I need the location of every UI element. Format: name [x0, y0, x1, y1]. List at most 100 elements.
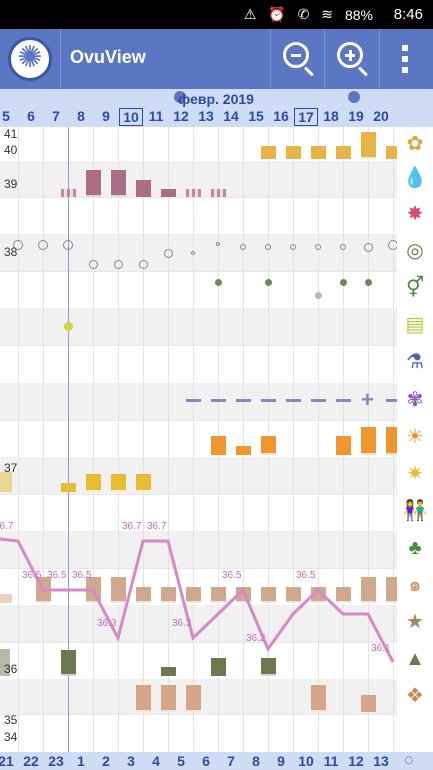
temperature-bar[interactable]	[386, 577, 397, 603]
marker-dot[interactable]	[265, 279, 272, 286]
flow-dash[interactable]	[386, 399, 397, 402]
temperature-bar[interactable]	[186, 587, 201, 603]
symptom-bar[interactable]	[161, 685, 176, 712]
document-icon[interactable]: ▤	[405, 314, 425, 336]
observation-circle[interactable]	[191, 251, 195, 255]
observation-circle[interactable]	[240, 244, 246, 250]
header-day[interactable]: 5	[2, 108, 10, 124]
observation-circle[interactable]	[138, 260, 148, 269]
flow-dash[interactable]	[261, 399, 276, 402]
rings-icon[interactable]: ◎	[406, 240, 424, 262]
app-logo-icon[interactable]	[8, 37, 52, 81]
mood-bar[interactable]	[386, 146, 397, 159]
header-day[interactable]: 13	[198, 108, 214, 124]
cycle-icon[interactable]: ◌	[404, 752, 414, 769]
triangle-icon[interactable]: ▲	[405, 648, 425, 670]
temperature-bar[interactable]	[261, 587, 276, 603]
test-bar[interactable]	[161, 667, 176, 676]
zoom-out-button[interactable]	[270, 29, 324, 89]
spiral-icon[interactable]: ๑	[408, 574, 422, 596]
clover-icon[interactable]: ♣	[408, 537, 422, 559]
energy-bar[interactable]	[111, 474, 126, 492]
couple-icon[interactable]: 👫	[402, 500, 428, 522]
header-day[interactable]: 17	[294, 108, 318, 126]
cycle-chart[interactable]: + 36.7 36.5 36.5 36.5 36.3 36.7 36.7 36.3 36.5 36…	[0, 127, 397, 752]
energy-bar[interactable]	[86, 474, 101, 492]
header-day[interactable]: 12	[173, 108, 189, 124]
spotting-bar[interactable]	[186, 189, 201, 197]
bleeding-bar[interactable]	[161, 189, 176, 197]
observation-circle[interactable]	[113, 260, 123, 269]
temperature-bar[interactable]	[361, 577, 376, 603]
header-day[interactable]: 11	[148, 108, 164, 124]
pain-bar[interactable]	[211, 436, 226, 455]
header-day[interactable]: 16	[273, 108, 289, 124]
flower-check-icon[interactable]: ✾	[406, 389, 424, 411]
marker-dot[interactable]	[64, 322, 73, 331]
observation-circle[interactable]	[315, 244, 321, 250]
observation-circle[interactable]	[265, 244, 271, 250]
flow-dash[interactable]	[286, 399, 301, 402]
pain-bar[interactable]	[261, 436, 276, 455]
marker-dot[interactable]	[215, 279, 222, 286]
spotting-bar[interactable]	[211, 189, 226, 197]
observation-circle[interactable]	[163, 249, 173, 258]
gender-icon[interactable]: ⚥	[405, 277, 425, 299]
pain-bar[interactable]	[336, 436, 351, 455]
temperature-bar[interactable]	[136, 587, 151, 603]
temperature-bar[interactable]	[111, 577, 126, 603]
flow-dash[interactable]	[236, 399, 251, 402]
header-day[interactable]: 6	[27, 108, 35, 124]
test-bar[interactable]	[211, 658, 226, 676]
energy-bar[interactable]	[0, 472, 12, 492]
marker-dot[interactable]	[340, 279, 347, 286]
pain-bar[interactable]	[361, 427, 376, 455]
observation-circle[interactable]	[38, 240, 48, 250]
header-day[interactable]: 15	[248, 108, 264, 124]
drops-icon[interactable]: 💧	[402, 167, 428, 189]
test-bar[interactable]	[61, 650, 76, 676]
observation-circle[interactable]	[388, 240, 397, 250]
flow-dash[interactable]	[211, 399, 226, 402]
observation-circle[interactable]	[363, 243, 373, 252]
star-icon[interactable]: ★	[406, 611, 424, 633]
day-header[interactable]: февр. 2019 5 6 7 8 9 10 11 12 13 14 15 16 17 18 19 20	[0, 89, 433, 127]
header-day[interactable]: 10	[119, 108, 143, 126]
pain-bar[interactable]	[236, 446, 251, 455]
temperature-bar[interactable]	[0, 594, 12, 603]
plus-mark-icon[interactable]: +	[361, 387, 374, 412]
header-day[interactable]: 9	[102, 108, 110, 124]
bleeding-bar[interactable]	[136, 180, 151, 197]
marker-dot[interactable]	[315, 292, 322, 299]
pain-bar[interactable]	[386, 427, 397, 455]
sun-icon[interactable]: ☀	[406, 426, 424, 448]
mood-bar[interactable]	[311, 146, 326, 159]
temperature-bar[interactable]	[161, 587, 176, 603]
splash-icon[interactable]: ✸	[406, 203, 424, 225]
mood-bar[interactable]	[261, 146, 276, 159]
energy-bar[interactable]	[61, 483, 76, 492]
bleeding-bar[interactable]	[111, 170, 126, 197]
symptom-bar[interactable]	[311, 685, 326, 712]
temperature-bar[interactable]	[336, 587, 351, 603]
observation-circle[interactable]	[290, 244, 296, 250]
header-day[interactable]: 20	[373, 108, 389, 124]
bleeding-bar[interactable]	[86, 170, 101, 197]
observation-circle[interactable]	[88, 260, 98, 269]
marker-dot[interactable]	[365, 279, 372, 286]
symptom-bar[interactable]	[136, 685, 151, 712]
observation-circle[interactable]	[13, 240, 23, 250]
header-day[interactable]: 14	[223, 108, 239, 124]
header-day[interactable]: 8	[77, 108, 85, 124]
energy-bar[interactable]	[136, 474, 151, 492]
mood-bar[interactable]	[286, 146, 301, 159]
header-day[interactable]: 19	[348, 108, 364, 124]
observation-circle[interactable]	[63, 240, 73, 250]
sparkle-icon[interactable]: ✷	[406, 463, 424, 485]
zoom-in-button[interactable]	[324, 29, 378, 89]
mood-bar[interactable]	[361, 132, 376, 159]
symptom-bar[interactable]	[361, 695, 376, 712]
header-day[interactable]: 7	[52, 108, 60, 124]
observation-circle[interactable]	[216, 242, 220, 246]
tube-icon[interactable]: ⚗	[406, 351, 424, 373]
